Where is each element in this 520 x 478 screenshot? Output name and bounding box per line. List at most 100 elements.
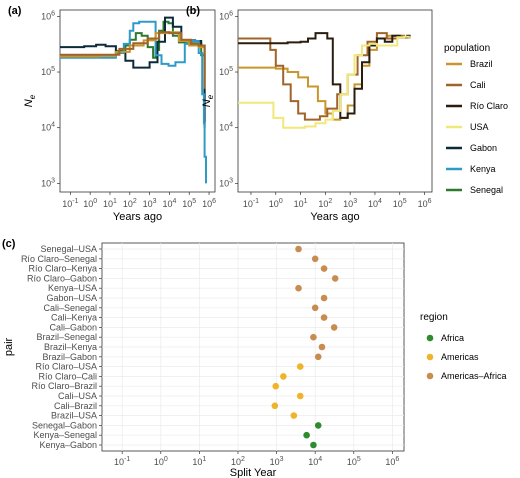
point — [314, 353, 322, 361]
point — [280, 373, 287, 380]
plot-area — [59, 9, 216, 193]
pair-label: Cali–Kenya — [51, 313, 97, 323]
pair-label: Río Claro–Kenya — [28, 264, 97, 274]
y-tick-label: 106 — [41, 10, 55, 21]
legend-title: region — [420, 312, 448, 323]
x-tick-label: 101 — [103, 198, 117, 209]
point — [320, 314, 328, 321]
x-tick-label: 101 — [294, 198, 308, 209]
point — [311, 304, 319, 312]
x-tick-label: 106 — [202, 198, 216, 209]
x-axis-label: Years ago — [310, 211, 359, 223]
y-axis-label: Ne — [23, 94, 37, 107]
point — [330, 324, 338, 331]
pair-label: Senegal–Gabon — [32, 420, 97, 430]
y-tick-label: 103 — [219, 177, 233, 188]
x-tick-label: 105 — [182, 198, 196, 209]
point — [295, 284, 302, 292]
legend-label: Kenya — [470, 164, 496, 174]
y-tick-label: 106 — [219, 10, 233, 21]
x-tick-label: 104 — [308, 456, 322, 467]
y-tick-label: 104 — [219, 122, 233, 133]
y-tick-label: 105 — [219, 66, 233, 77]
x-tick-label: 105 — [393, 198, 407, 209]
panel-c: 10-1 100 101 102 103 104 105 106Senegal–USARío … — [2, 238, 405, 478]
pair-label: Kenya–USA — [48, 283, 97, 293]
point — [331, 275, 339, 282]
legend-label: Cali — [470, 80, 486, 90]
series-line-kenya — [60, 20, 207, 184]
x-tick-label: 103 — [270, 456, 284, 467]
x-axis-label: Years ago — [113, 211, 162, 223]
pair-label: Brazil–Gabon — [42, 352, 97, 362]
legend-label: Brazil — [470, 59, 493, 69]
x-tick-label: 104 — [162, 198, 176, 209]
pair-label: Senegal–USA — [40, 244, 97, 254]
x-tick-label: 102 — [123, 198, 137, 209]
legend-label: Africa — [441, 333, 464, 343]
y-axis-label: Ne — [201, 94, 215, 107]
x-tick-label: 105 — [347, 456, 361, 467]
panel-label: (a) — [8, 5, 22, 17]
x-tick-label: 104 — [368, 198, 382, 209]
legend-swatch — [426, 353, 434, 361]
pair-label: Río Claro–Senegal — [21, 254, 97, 264]
point — [303, 431, 310, 439]
legend-label: Senegal — [470, 185, 503, 195]
point — [320, 265, 328, 272]
pair-label: Gabon–USA — [46, 293, 97, 303]
legend-label: Americas–Africa — [441, 371, 507, 381]
x-tick-label: 103 — [143, 198, 157, 209]
pair-label: Cali–Senegal — [43, 303, 97, 313]
region-legend: region Africa Americas Americas–Africa — [420, 312, 507, 381]
point — [272, 382, 280, 390]
x-tick-label: 100 — [269, 198, 283, 209]
point — [295, 245, 302, 253]
panel-label: (b) — [186, 5, 200, 17]
x-tick-label: 106 — [418, 198, 432, 209]
series-line-cali — [238, 32, 411, 121]
y-axis-label: pair — [3, 337, 15, 356]
legend-label: Gabon — [470, 143, 497, 153]
pair-label: Cali–Gabon — [49, 322, 97, 332]
pair-label: Brazil–Kenya — [44, 342, 97, 352]
x-tick-label: 103 — [343, 198, 357, 209]
pair-label: Kenya–Gabon — [39, 440, 97, 450]
point — [311, 255, 319, 263]
x-tick-label: 106 — [385, 456, 399, 467]
x-tick-label: 102 — [318, 198, 332, 209]
y-tick-label: 105 — [41, 66, 55, 77]
x-tick-label: 101 — [192, 456, 206, 467]
x-axis-label: Split Year — [230, 467, 277, 478]
series-line-cali — [60, 31, 206, 89]
population-legend: population Brazil Cali Río Claro USA Gabon Ken… — [444, 43, 508, 195]
pair-label: Cali–USA — [58, 391, 97, 401]
pair-label: Brazil–USA — [51, 411, 97, 421]
point — [310, 441, 317, 449]
point — [296, 363, 304, 370]
point — [290, 412, 298, 419]
point — [310, 333, 317, 341]
panel-a: 10-1 100 101 102 103 104 105 106 103 104 105 106 Yea… — [8, 5, 216, 223]
pair-label: Cali–Brazil — [54, 401, 97, 411]
point — [314, 422, 322, 429]
x-tick-label: 10-1 — [243, 198, 259, 209]
y-tick-label: 104 — [41, 122, 55, 133]
point — [320, 294, 328, 302]
pair-label: Kenya–Senegal — [33, 430, 97, 440]
pair-label: Río Claro–Cali — [38, 371, 97, 381]
series-line-río-claro — [238, 32, 411, 119]
x-tick-label: 10-1 — [62, 198, 78, 209]
x-tick-label: 10-1 — [114, 456, 130, 467]
legend-label: Americas — [441, 352, 479, 362]
legend-title: population — [444, 43, 490, 54]
series-line-usa — [238, 35, 411, 129]
pair-label: Río Claro–USA — [35, 362, 97, 372]
panel-b: 10-1 100 101 102 103 104 105 106103104105106Yea… — [186, 5, 433, 223]
legend-swatch — [426, 334, 434, 342]
panel-label: (c) — [2, 238, 16, 250]
x-tick-label: 100 — [83, 198, 97, 209]
legend-label: USA — [470, 122, 489, 132]
pair-label: Río Claro–Brazil — [31, 381, 97, 391]
